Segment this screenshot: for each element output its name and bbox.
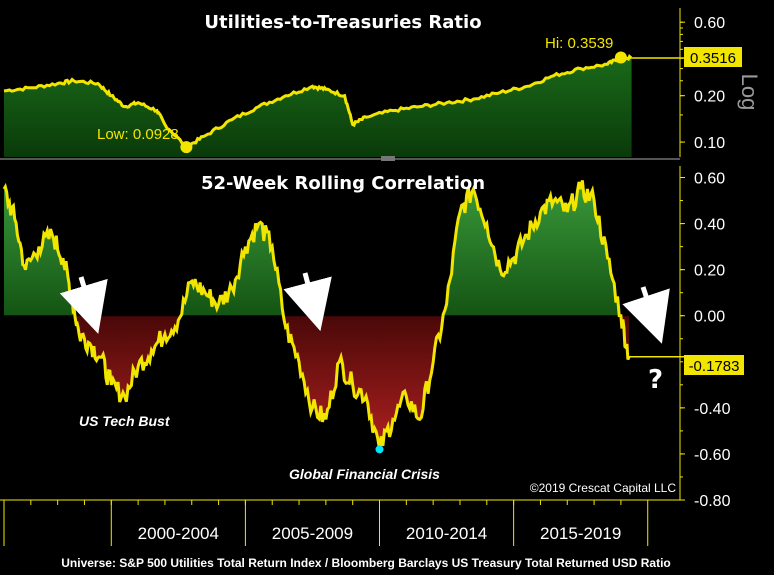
top-chart-title: Utilities-to-Treasuries Ratio: [204, 12, 481, 33]
ratio-area: [4, 56, 632, 157]
bottom-y-tick-label: 0.00: [694, 309, 725, 326]
panel-splitter-handle[interactable]: [381, 156, 395, 161]
top-y-tick-label: 0.10: [694, 135, 725, 152]
bottom-y-tick-label: -0.60: [694, 447, 731, 464]
bottom-value-tag: -0.1783: [684, 355, 744, 375]
low-marker: [180, 141, 193, 154]
arrow-tech-bust-icon: [59, 276, 108, 334]
question-mark-annotation: ?: [648, 365, 663, 395]
bottom-y-tick-label: 0.40: [694, 217, 725, 234]
arrow-gfc-icon: [283, 272, 332, 332]
us-tech-bust-annotation: US Tech Bust: [79, 413, 171, 429]
copyright: ©2019 Crescat Capital LLC: [530, 481, 677, 495]
top-value-tag-text: 0.3516: [690, 50, 736, 67]
arrow-current-icon: [622, 286, 670, 344]
ratio-line: [3, 53, 633, 150]
x-axis-label: 2000-2004: [138, 524, 219, 543]
top-y-tick-label: 0.60: [694, 15, 725, 32]
x-axis-label: 2010-2014: [406, 524, 487, 543]
bottom-y-tick-label: -0.80: [694, 493, 731, 510]
top-y-axis: 0.60 0.20 0.10: [679, 8, 725, 157]
correlation-negative-area: [4, 315, 629, 450]
hi-annotation: Hi: 0.3539: [545, 35, 613, 52]
gfc-low-marker: [375, 445, 384, 454]
bottom-panel: 52-Week Rolling Correlation 0.60 0.40 0.20…: [2, 166, 744, 510]
footer-source: Universe: S&P 500 Utilities Total Return…: [61, 556, 671, 570]
correlation-line: [2, 180, 631, 450]
bottom-chart-title: 52-Week Rolling Correlation: [201, 173, 485, 194]
log-scale-label: Log: [737, 74, 762, 111]
top-value-tag: 0.3516: [684, 47, 742, 67]
correlation-positive-area: [4, 180, 629, 316]
x-axis-label: 2015-2019: [540, 524, 621, 543]
bottom-y-tick-label: 0.60: [694, 171, 725, 188]
bottom-y-tick-label: 0.20: [694, 263, 725, 280]
bottom-value-tag-text: -0.1783: [689, 358, 740, 375]
x-axis: 2000-2004 2005-2009 2010-2014 2015-2019: [0, 499, 680, 546]
x-axis-label: 2005-2009: [272, 524, 353, 543]
gfc-annotation: Global Financial Crisis: [289, 466, 440, 482]
low-annotation: Low: 0.0928: [97, 126, 179, 143]
top-panel: Utilities-to-Treasuries Ratio 0.600.200.…: [3, 8, 762, 157]
hi-marker: [614, 51, 627, 64]
bottom-y-axis: 0.60 0.40 0.20 0.00 -0.40 -0.60 -0.80: [679, 166, 731, 510]
top-y-tick-label: 0.20: [694, 89, 725, 106]
bottom-y-tick-label: -0.40: [694, 401, 731, 418]
